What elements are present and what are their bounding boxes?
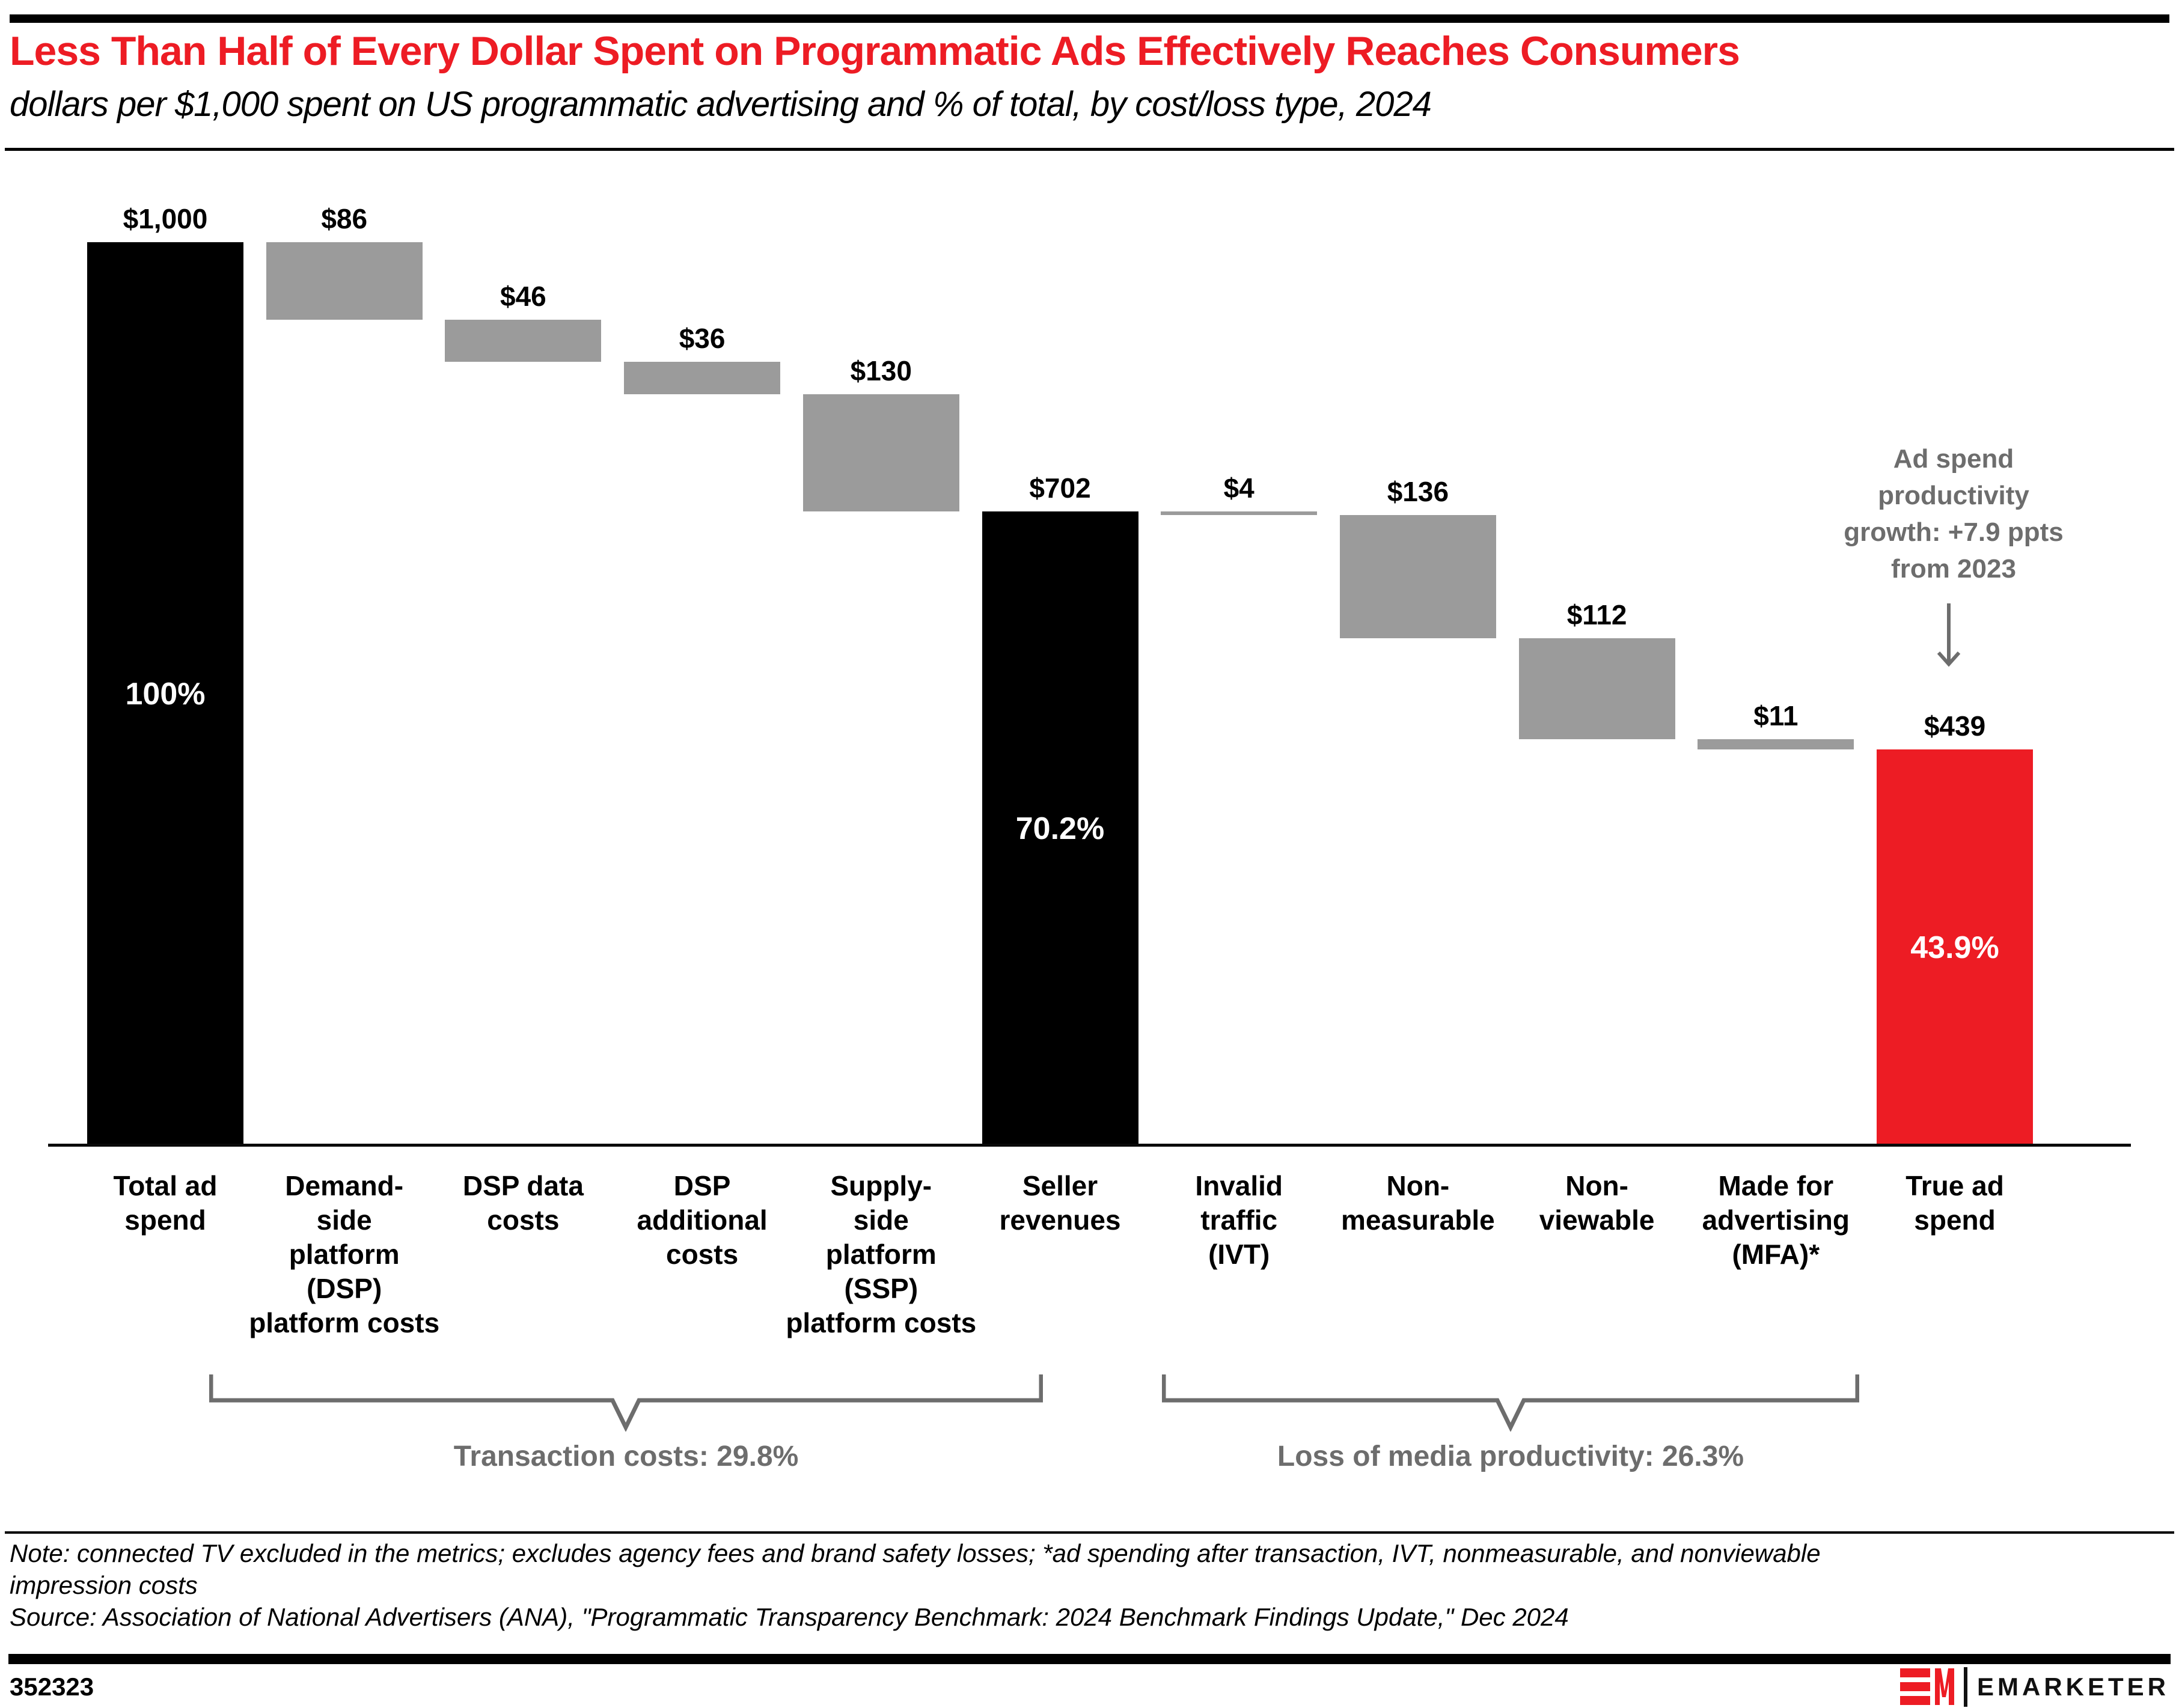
footer-rule — [8, 1654, 2171, 1664]
bar-dsp-data-costs — [445, 320, 602, 362]
bar-true-ad-spend: 43.9% — [1877, 749, 2033, 1146]
bar-total-ad-spend: 100% — [87, 242, 243, 1146]
value-label-dsp-additional-costs: $36 — [679, 322, 726, 354]
bar-supply-side-platform-ssp-platform-costs — [802, 394, 959, 512]
axis-label-dsp-additional-costs: DSP additional costs — [637, 1170, 768, 1270]
value-label-seller-revenues: $702 — [1029, 472, 1091, 504]
value-label-dsp-data-costs: $46 — [500, 281, 546, 313]
axis-label-demand-side-platform-dsp-platform-costs: Demand- side platform (DSP) platform cos… — [249, 1170, 440, 1338]
transaction-costs-brace — [209, 1374, 1043, 1432]
axis-label-non-measurable: Non- measurable — [1341, 1170, 1495, 1236]
axis-label-dsp-data-costs: DSP data costs — [462, 1170, 584, 1236]
chart-id: 352323 — [10, 1673, 94, 1701]
logo-divider — [1963, 1667, 1967, 1707]
note-text: Note: connected TV excluded in the metri… — [10, 1539, 1821, 1599]
axis-label-total-ad-spend: Total ad spend — [113, 1170, 218, 1236]
chart-title: Less Than Half of Every Dollar Spent on … — [10, 28, 1740, 74]
bar-non-measurable — [1339, 515, 1496, 638]
value-label-non-viewable: $112 — [1566, 599, 1627, 630]
pct-label-seller-revenues: 70.2% — [1015, 811, 1105, 847]
bar-demand-side-platform-dsp-platform-costs — [266, 242, 423, 320]
header-divider — [5, 148, 2174, 151]
value-label-invalid-traffic-ivt: $4 — [1223, 472, 1255, 504]
bar-seller-revenues: 70.2% — [982, 511, 1138, 1146]
brand-logo: EMARKETER — [1899, 1666, 2169, 1708]
brand-name: EMARKETER — [1976, 1673, 2169, 1701]
bar-made-for-advertising-mfa — [1698, 739, 1854, 749]
top-rule — [10, 14, 2169, 23]
axis-label-made-for-advertising-mfa: Made for advertising (MFA)* — [1702, 1170, 1850, 1270]
axis-label-non-viewable: Non- viewable — [1539, 1170, 1655, 1236]
transaction-costs-label: Transaction costs: 29.8% — [453, 1441, 799, 1472]
down-arrow-icon — [1937, 603, 1961, 667]
value-label-total-ad-spend: $1,000 — [123, 203, 208, 234]
annotation-text: Ad spend productivity growth: +7.9 ppts … — [1844, 444, 2064, 584]
bar-dsp-additional-costs — [624, 361, 781, 394]
value-label-made-for-advertising-mfa: $11 — [1753, 700, 1799, 732]
source-text: Source: Association of National Advertis… — [10, 1603, 1569, 1631]
pct-label-true-ad-spend: 43.9% — [1910, 930, 1999, 965]
value-label-demand-side-platform-dsp-platform-costs: $86 — [321, 203, 368, 234]
value-label-non-measurable: $136 — [1387, 476, 1449, 508]
emarketer-logo-icon — [1899, 1668, 1954, 1705]
value-label-supply-side-platform-ssp-platform-costs: $130 — [850, 355, 912, 386]
bar-invalid-traffic-ivt — [1161, 511, 1318, 516]
axis-label-true-ad-spend: True ad spend — [1905, 1170, 2004, 1236]
media-productivity-label: Loss of media productivity: 26.3% — [1277, 1441, 1744, 1472]
pct-label-total-ad-spend: 100% — [125, 677, 206, 712]
value-label-true-ad-spend: $439 — [1924, 710, 1986, 742]
bar-non-viewable — [1518, 638, 1675, 740]
note-divider — [5, 1531, 2174, 1534]
media-productivity-brace — [1162, 1374, 1859, 1432]
axis-label-invalid-traffic-ivt: Invalid traffic (IVT) — [1195, 1170, 1283, 1270]
axis-label-supply-side-platform-ssp-platform-costs: Supply- side platform (SSP) platform cos… — [786, 1170, 977, 1338]
chart-subtitle: dollars per $1,000 spent on US programma… — [10, 85, 1432, 124]
footnotes: Note: connected TV excluded in the metri… — [10, 1537, 2169, 1633]
axis-label-seller-revenues: Seller revenues — [999, 1170, 1121, 1236]
x-axis-line — [48, 1144, 2131, 1147]
